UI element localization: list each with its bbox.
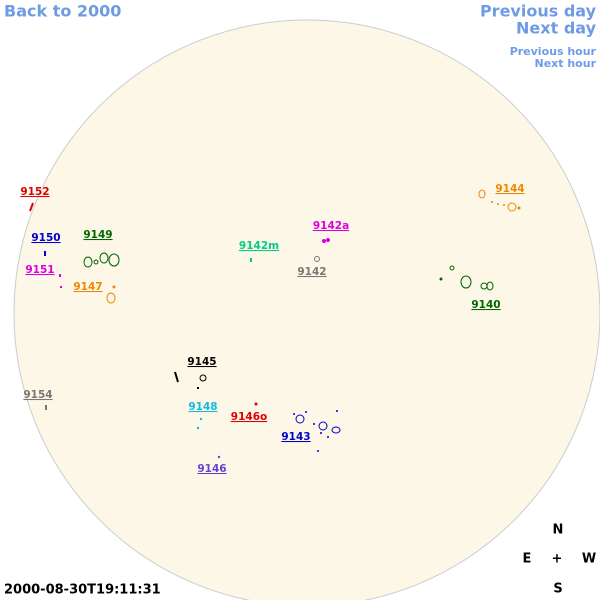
region-label[interactable]: 9152: [20, 186, 49, 198]
next-day-link[interactable]: Next day: [516, 19, 597, 38]
region-label[interactable]: 9145: [187, 356, 216, 368]
region-label[interactable]: 9143: [281, 431, 310, 443]
region-label[interactable]: 9148: [188, 401, 217, 413]
compass: N E + W S: [523, 523, 597, 597]
back-link[interactable]: Back to 2000: [4, 2, 121, 21]
previous-day-link[interactable]: Previous day: [480, 2, 597, 21]
compass-north: N: [553, 523, 564, 538]
compass-east: E: [523, 552, 532, 567]
region-label[interactable]: 9142: [297, 266, 326, 278]
region-labels: 9152 9150 9149 9151 9147 9142m 9142a 914…: [20, 183, 524, 475]
region-label[interactable]: 9140: [471, 299, 500, 311]
region-label[interactable]: 9149: [83, 229, 112, 241]
region-label[interactable]: 9147: [73, 281, 102, 293]
region-label[interactable]: 9142m: [239, 240, 279, 252]
region-label[interactable]: 9151: [25, 264, 54, 276]
timestamp: 2000-08-30T19:11:31: [4, 583, 161, 598]
region-label[interactable]: 9146: [197, 463, 226, 475]
region-label[interactable]: 9154: [23, 389, 52, 401]
solar-disk: [13, 19, 600, 600]
compass-west: W: [582, 552, 596, 567]
region-label[interactable]: 9142a: [313, 220, 349, 232]
region-label[interactable]: 9150: [31, 232, 60, 244]
next-hour-link[interactable]: Next hour: [535, 57, 597, 70]
compass-center: +: [552, 552, 563, 567]
compass-south: S: [553, 582, 562, 597]
region-label[interactable]: 9146o: [231, 411, 267, 423]
previous-hour-link[interactable]: Previous hour: [510, 45, 597, 58]
sunspots: [29, 189, 521, 459]
region-label[interactable]: 9144: [495, 183, 524, 195]
